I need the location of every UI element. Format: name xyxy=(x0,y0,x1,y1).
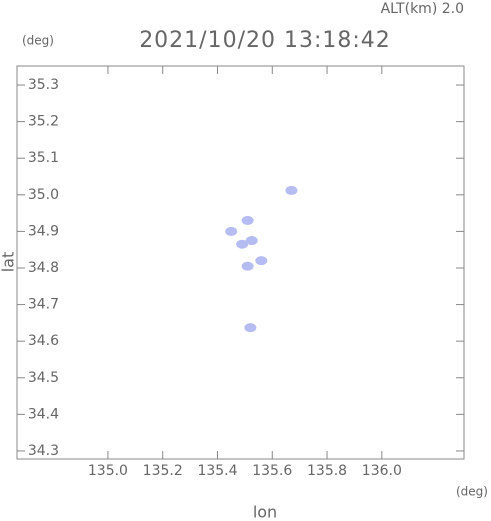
echo-point xyxy=(225,226,238,236)
y-tick-label: 34.8 xyxy=(28,260,59,276)
y-axis-label: lat xyxy=(0,252,18,273)
y-tick-label: 34.7 xyxy=(28,297,59,313)
x-unit: (deg) xyxy=(456,485,488,499)
y-tick-label: 35.0 xyxy=(28,187,59,203)
echo-point xyxy=(236,239,249,249)
x-axis-label: lon xyxy=(253,503,277,521)
echo-point xyxy=(244,323,257,333)
echo-point xyxy=(241,215,254,225)
echo-point xyxy=(245,236,258,246)
x-tick-label: 135.8 xyxy=(307,463,347,479)
y-tick-label: 35.2 xyxy=(28,114,59,130)
x-tick-label: 135.6 xyxy=(252,463,292,479)
x-tick-label: 135.2 xyxy=(143,463,183,479)
y-tick-label: 34.9 xyxy=(28,223,59,239)
y-tick-label: 34.6 xyxy=(28,333,59,349)
plot-frame xyxy=(16,65,465,460)
y-tick-label: 34.3 xyxy=(28,443,59,459)
y-tick-label: 35.1 xyxy=(28,150,59,166)
echo-point xyxy=(285,185,298,195)
echo-point xyxy=(255,256,268,266)
y-tick-label: 35.3 xyxy=(28,77,59,93)
echo-point xyxy=(241,261,254,271)
x-tick-label: 135.4 xyxy=(197,463,237,479)
chart-title: 2021/10/20 13:18:42 xyxy=(139,28,391,53)
y-unit: (deg) xyxy=(22,34,54,48)
y-tick-label: 34.5 xyxy=(28,370,59,386)
x-tick-label: 136.0 xyxy=(362,463,402,479)
x-tick-label: 135.0 xyxy=(88,463,128,479)
y-tick-label: 34.4 xyxy=(28,406,59,422)
altitude-annotation: ALT(km) 2.0 xyxy=(381,1,464,17)
